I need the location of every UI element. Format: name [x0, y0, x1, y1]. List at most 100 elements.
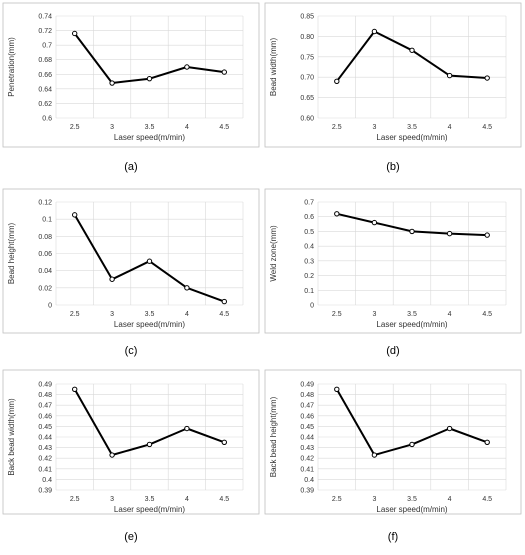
x-axis-label: Laser speed(m/min): [114, 505, 185, 514]
x-axis-label: Laser speed(m/min): [114, 320, 185, 329]
data-point: [221, 69, 228, 75]
y-tick-label: 0.2: [304, 273, 314, 280]
data-point: [221, 298, 228, 305]
y-tick-label: 0.4: [304, 244, 314, 251]
x-tick-label: 3: [372, 311, 376, 318]
y-tick-label: 0.04: [38, 268, 52, 275]
y-tick-label: 0.7: [42, 43, 52, 50]
x-tick-label: 3.5: [407, 311, 417, 318]
x-tick-label: 3: [110, 496, 114, 503]
data-point: [109, 276, 115, 282]
data-point: [72, 30, 78, 37]
y-tick-label: 0.80: [300, 34, 314, 41]
data-point: [72, 386, 78, 392]
y-tick-label: 0.46: [38, 413, 52, 420]
y-tick-label: 0.42: [38, 456, 52, 463]
y-tick-label: 0.85: [300, 14, 314, 21]
y-tick-label: 0.6: [304, 214, 314, 221]
x-axis-label: Laser speed(m/min): [376, 505, 447, 514]
x-tick-label: 3: [372, 124, 376, 131]
chart-panel-3: 0 0.02 0.04 0.06 0.08 0.1 0.12 2.5 3 3.5 4 4.5 Laser…: [2, 188, 260, 357]
data-point: [371, 452, 378, 458]
y-tick-label: 0.49: [300, 382, 314, 389]
y-tick-label: 0.08: [38, 234, 52, 241]
x-tick-label: 3.5: [407, 496, 417, 503]
x-tick-label: 3.5: [407, 124, 417, 131]
y-tick-label: 0.1: [304, 288, 314, 295]
y-tick-label: 0: [48, 303, 52, 310]
data-point: [446, 72, 453, 79]
y-tick-label: 0.44: [300, 435, 314, 442]
y-tick-label: 0.41: [300, 466, 314, 473]
x-tick-label: 4.5: [482, 124, 492, 131]
x-axis-label: Laser speed(m/min): [376, 320, 447, 329]
x-tick-label: 3.5: [145, 124, 155, 131]
data-point: [146, 441, 153, 448]
y-tick-label: 0: [310, 303, 314, 310]
chart-panel-2: 0.60 0.65 0.70 0.75 0.80 0.85 2.5 3 3.5 4 4.5 Laser…: [264, 2, 522, 173]
data-point: [409, 228, 415, 235]
data-point: [334, 78, 340, 84]
y-axis-label: Bead height(mm): [7, 222, 16, 284]
y-tick-label: 0.45: [300, 424, 314, 431]
data-point: [334, 211, 340, 217]
y-tick-label: 0.49: [38, 382, 52, 389]
x-tick-label: 4.5: [482, 311, 492, 318]
y-tick-label: 0.45: [38, 424, 52, 431]
x-tick-label: 3.5: [145, 496, 155, 503]
x-tick-label: 4: [448, 496, 452, 503]
x-tick-label: 2.5: [332, 311, 342, 318]
data-point: [146, 258, 153, 264]
y-axis-label: Penetration(mm): [7, 37, 16, 97]
x-tick-label: 3: [372, 496, 376, 503]
y-tick-label: 0.1: [42, 217, 52, 224]
x-tick-label: 2.5: [332, 124, 342, 131]
y-tick-label: 0.6: [42, 116, 52, 123]
y-tick-label: 0.43: [38, 445, 52, 452]
data-point: [221, 439, 228, 445]
data-point: [334, 386, 340, 392]
data-point: [409, 441, 415, 448]
y-tick-label: 0.02: [38, 285, 52, 292]
x-tick-label: 2.5: [70, 496, 80, 503]
data-point: [109, 80, 115, 86]
x-tick-label: 2.5: [70, 124, 80, 131]
x-tick-label: 3: [110, 124, 114, 131]
y-tick-label: 0.48: [300, 392, 314, 399]
y-axis-label: Back bead height(mm): [269, 396, 278, 477]
y-tick-label: 0.60: [300, 116, 314, 123]
chart-panel-6: 0.39 0.4 0.41 0.42 0.43 0.44 0.45 0.46 0.47 0.48 0…: [264, 369, 522, 543]
y-axis-label: Weld zone(mm): [269, 225, 278, 282]
y-tick-label: 0.72: [38, 28, 52, 35]
y-tick-label: 0.44: [38, 435, 52, 442]
data-point: [184, 425, 190, 432]
data-point: [446, 425, 453, 432]
data-point: [184, 64, 190, 70]
x-tick-label: 4.5: [219, 124, 229, 131]
y-tick-label: 0.5: [304, 229, 314, 236]
x-tick-label: 4.5: [219, 496, 229, 503]
x-tick-label: 3.5: [145, 311, 155, 318]
y-tick-label: 0.4: [42, 477, 52, 484]
data-point: [184, 285, 190, 291]
y-tick-label: 0.66: [38, 72, 52, 79]
data-point: [371, 28, 378, 35]
x-tick-label: 4: [185, 496, 189, 503]
y-tick-label: 0.47: [38, 403, 52, 410]
x-tick-label: 4.5: [482, 496, 492, 503]
x-tick-label: 2.5: [332, 496, 342, 503]
x-tick-label: 4: [185, 311, 189, 318]
y-tick-label: 0.65: [300, 95, 314, 102]
x-axis-label: Laser speed(m/min): [376, 133, 447, 142]
y-tick-label: 0.43: [300, 445, 314, 452]
panel-label: (b): [386, 161, 399, 173]
data-point: [72, 212, 78, 218]
chart-panel-5: 0.39 0.4 0.41 0.42 0.43 0.44 0.45 0.46 0.47 0.48 0…: [2, 369, 260, 543]
panel-label: (a): [124, 161, 137, 173]
y-tick-label: 0.74: [38, 14, 52, 21]
y-tick-label: 0.39: [300, 488, 314, 495]
data-point: [484, 439, 490, 445]
data-point: [371, 219, 378, 226]
